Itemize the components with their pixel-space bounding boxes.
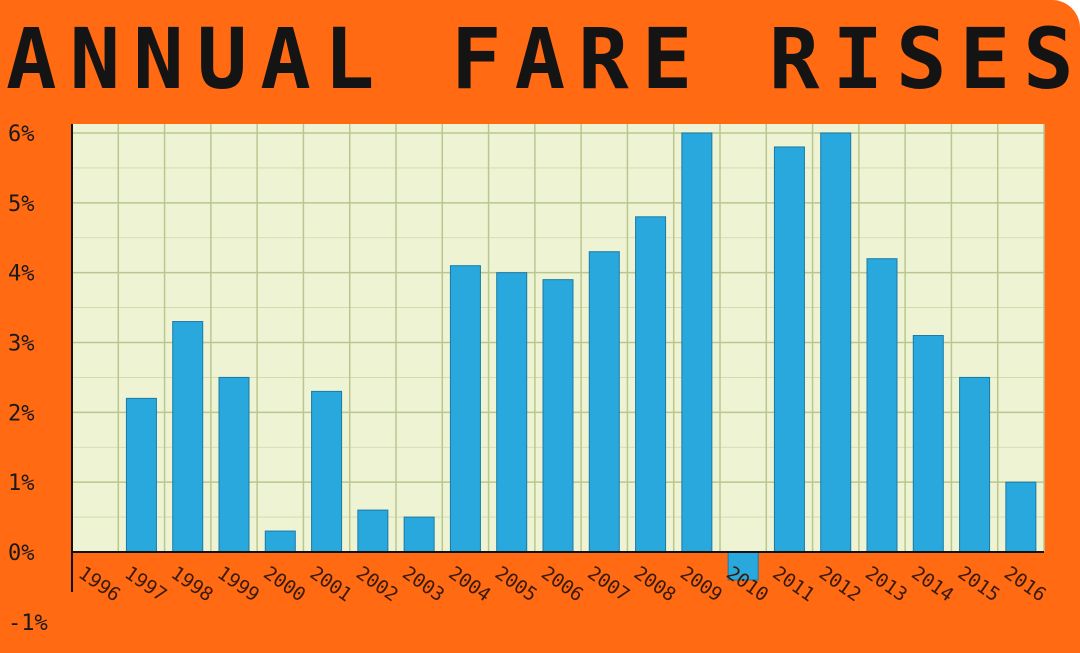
bar — [866, 258, 898, 553]
bar — [449, 265, 481, 553]
x-tick-label: 2016 — [1000, 562, 1050, 606]
y-tick-label: 0% — [8, 541, 35, 566]
bar — [357, 509, 389, 553]
x-tick-label: 2013 — [861, 562, 911, 606]
x-tick-label: 2012 — [815, 562, 865, 606]
x-tick-label: 1996 — [74, 562, 124, 606]
x-tick-label: 1998 — [167, 562, 217, 606]
x-tick-label: 2001 — [306, 562, 356, 606]
x-tick-label: 1997 — [121, 562, 171, 606]
bar — [820, 132, 852, 553]
bar — [125, 397, 157, 553]
bar — [218, 376, 250, 553]
x-tick-label: 2008 — [630, 562, 680, 606]
x-tick-label: 2005 — [491, 562, 541, 606]
chart-title: ANNUAL FARE RISES — [6, 10, 1080, 108]
y-tick-label: 3% — [8, 332, 35, 357]
bar — [1005, 481, 1037, 553]
x-tick-label: 2009 — [676, 562, 726, 606]
x-tick-label: 2015 — [954, 562, 1004, 606]
bar — [681, 132, 713, 553]
bar — [311, 390, 343, 553]
x-tick-label: 2002 — [352, 562, 402, 606]
x-tick-label: 2003 — [398, 562, 448, 606]
x-tick-label: 2007 — [583, 562, 633, 606]
x-tick-label: 2004 — [445, 562, 495, 606]
bar — [959, 376, 991, 553]
y-tick-label: 5% — [8, 192, 35, 217]
bar — [264, 530, 296, 553]
x-tick-label: 2006 — [537, 562, 587, 606]
x-tick-label: 2014 — [907, 562, 957, 606]
bar — [403, 516, 435, 553]
x-tick-label: 2011 — [769, 562, 819, 606]
x-tick-label: 2000 — [259, 562, 309, 606]
bar — [172, 321, 204, 553]
bar — [773, 146, 805, 553]
y-tick-label: 6% — [8, 122, 35, 147]
x-tick-label: 1999 — [213, 562, 263, 606]
bar — [496, 272, 528, 553]
bar — [635, 216, 667, 553]
y-tick-label: -1% — [8, 611, 48, 636]
bar — [912, 335, 944, 553]
y-tick-label: 1% — [8, 471, 35, 496]
y-tick-label: 2% — [8, 401, 35, 426]
bar — [588, 251, 620, 553]
y-tick-label: 4% — [8, 262, 35, 287]
bar — [542, 279, 574, 553]
